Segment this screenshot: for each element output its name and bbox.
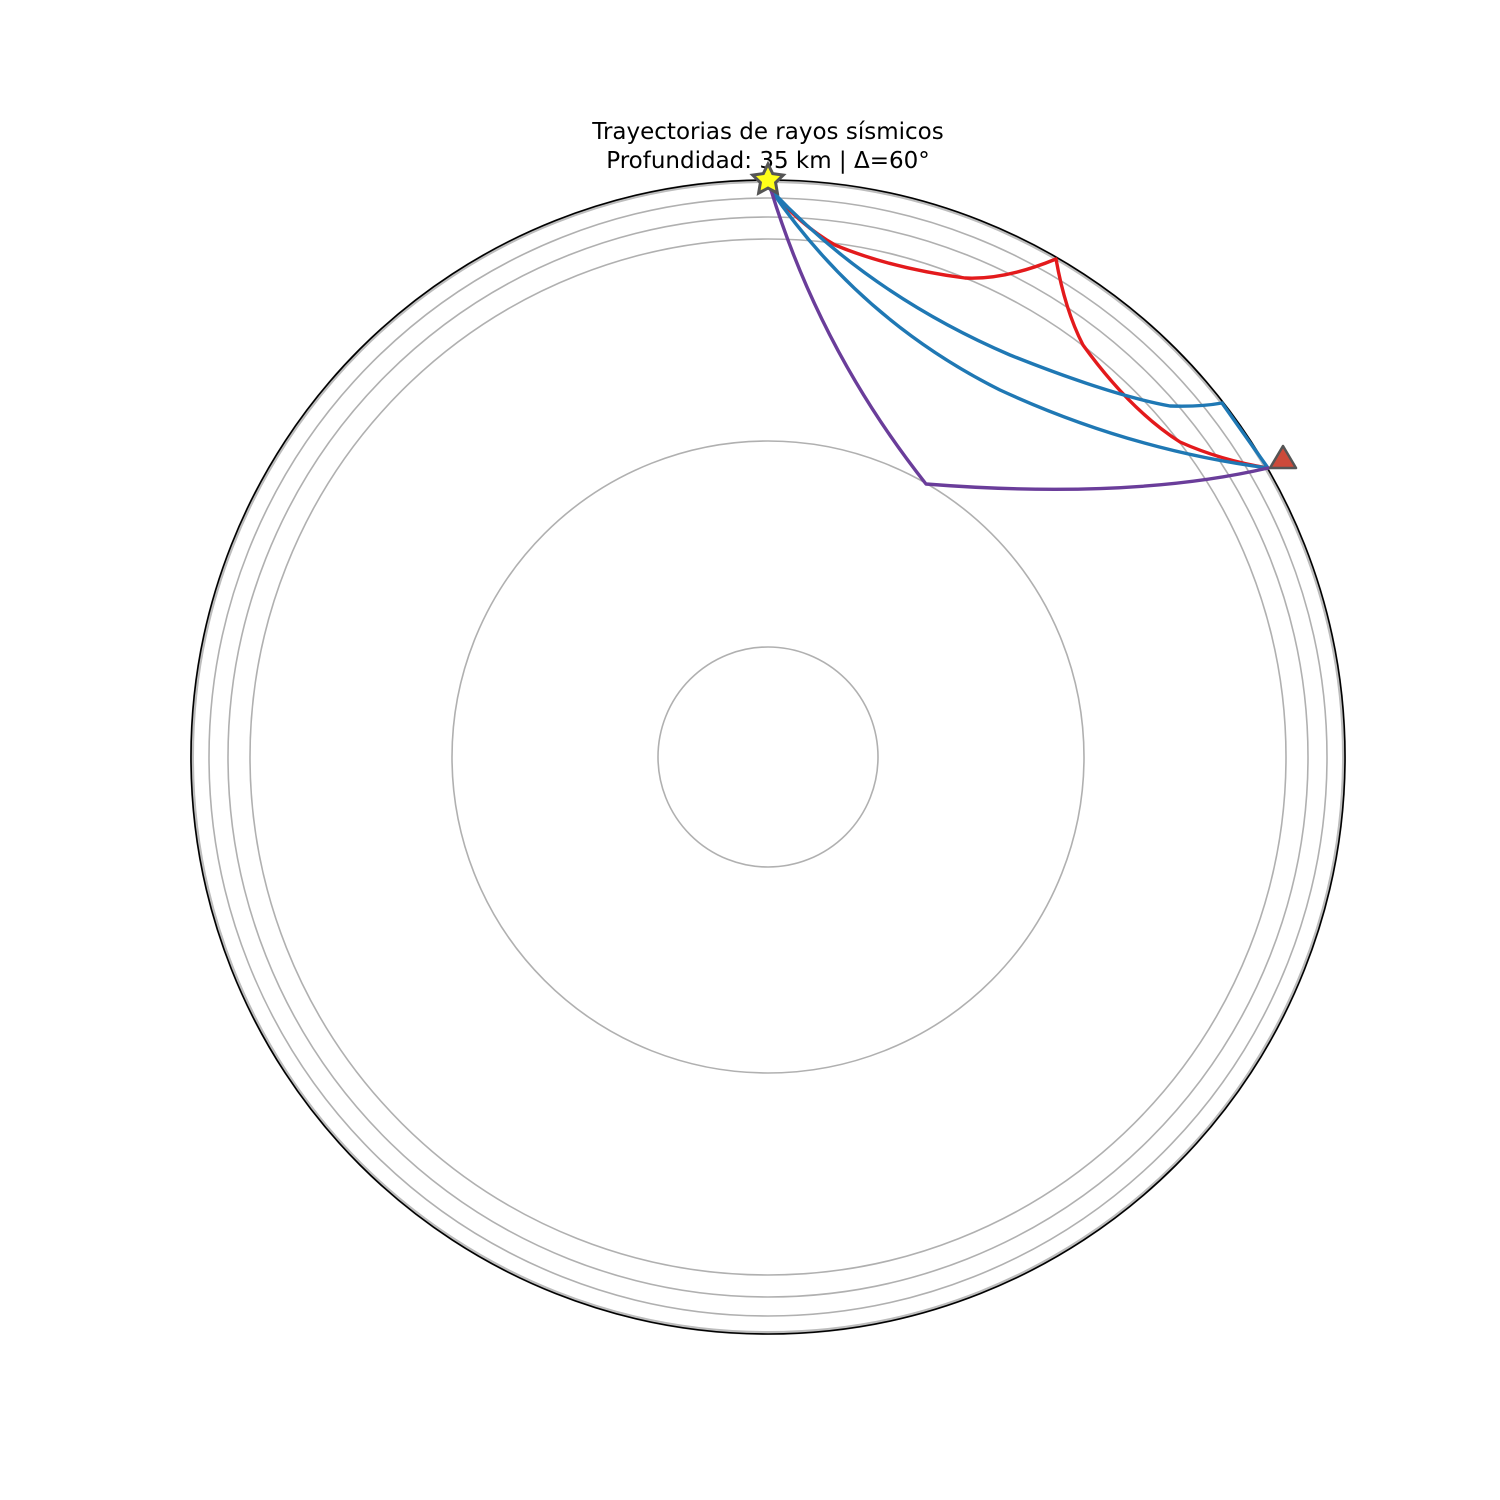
station-triangle-icon — [1268, 444, 1298, 470]
earth-surface-boundary — [190, 179, 1346, 1335]
ray-path-purple — [769, 188, 1270, 492]
ray-path-red — [769, 188, 1270, 470]
earth-layers — [190, 179, 1346, 1335]
inner-core-boundary — [657, 646, 879, 868]
layer-boundary-crust-2 — [227, 216, 1309, 1298]
markers — [749, 160, 1298, 470]
ray-path-blue-1 — [769, 188, 1270, 470]
surface-halo — [190, 179, 1346, 1335]
ray-paths — [769, 188, 1270, 492]
chart-title-line-1: Trayectorias de rayos sísmicos — [591, 119, 943, 145]
layer-boundary-crust-1 — [208, 197, 1328, 1317]
ray-path-blue-2 — [769, 188, 1270, 470]
source-star-icon — [749, 160, 787, 196]
layer-boundary-upper-mantle — [249, 238, 1287, 1276]
core-mantle-boundary — [451, 440, 1085, 1074]
